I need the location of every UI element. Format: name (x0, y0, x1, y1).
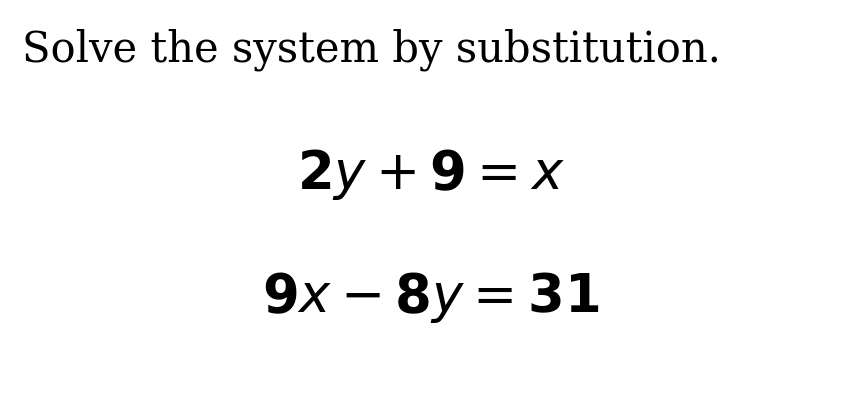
Text: $\mathbf{2}\mathit{y} + \mathbf{9} = \mathit{x}$: $\mathbf{2}\mathit{y} + \mathbf{9} = \ma… (296, 147, 565, 202)
Text: $\mathbf{9}\mathit{x} - \mathbf{8}\mathit{y} = \mathbf{31}$: $\mathbf{9}\mathit{x} - \mathbf{8}\mathi… (262, 269, 599, 324)
Text: Solve the system by substitution.: Solve the system by substitution. (22, 28, 721, 71)
